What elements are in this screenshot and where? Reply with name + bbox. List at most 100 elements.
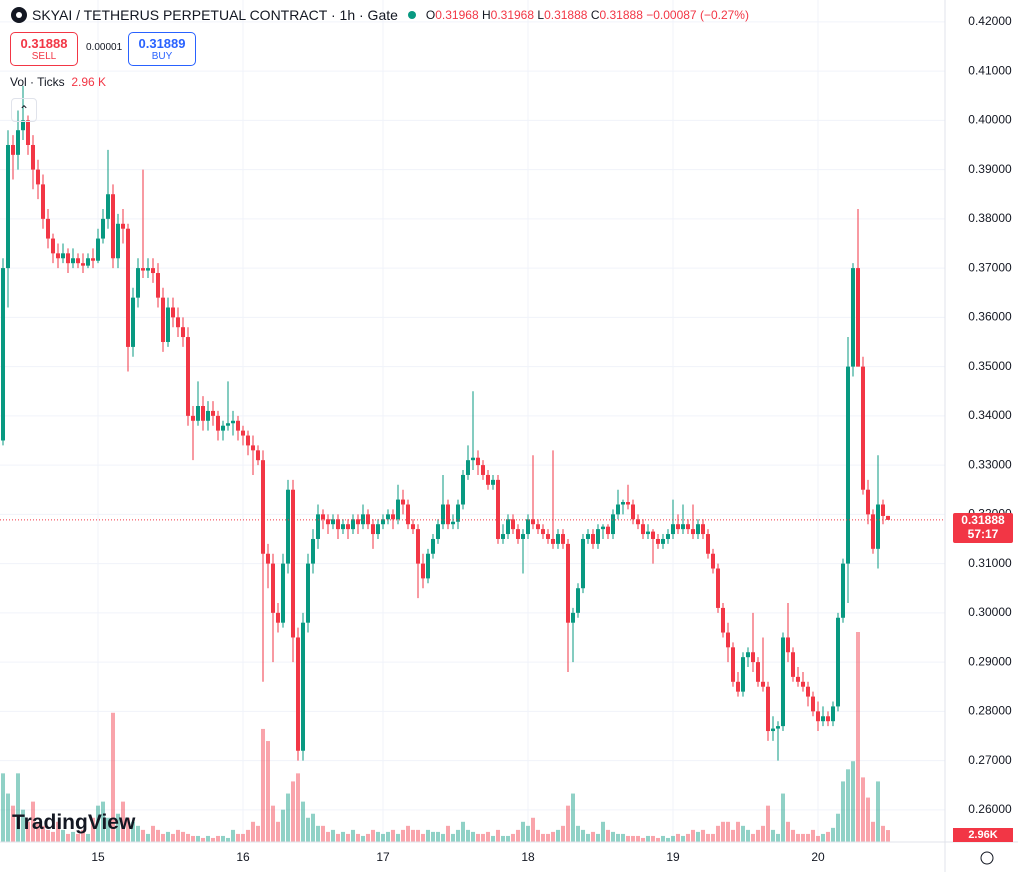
- volume-bar: [6, 793, 10, 842]
- candle-body: [26, 120, 30, 145]
- volume-bar: [91, 817, 95, 842]
- volume-bar: [521, 821, 525, 842]
- volume-bar: [466, 829, 470, 842]
- volume-bar: [401, 829, 405, 842]
- volume-bar: [886, 830, 890, 842]
- volume-bar: [861, 777, 865, 842]
- candle-body: [251, 445, 255, 451]
- collapse-button[interactable]: ⌃: [11, 98, 37, 122]
- volume-bar: [386, 831, 390, 842]
- candle-body: [6, 144, 10, 269]
- symbol: SKYAI / TETHERUS PERPETUAL CONTRACT · 1h…: [32, 7, 398, 23]
- x-tick-label: 19: [666, 850, 680, 864]
- candle-body: [181, 327, 185, 338]
- volume-bar: [366, 833, 370, 842]
- volume-bar: [136, 825, 140, 842]
- candle-body: [426, 553, 430, 579]
- volume-bar: [101, 801, 105, 842]
- volume-bar: [186, 833, 190, 842]
- candle-body: [306, 563, 310, 623]
- candle-body: [191, 415, 195, 421]
- candle-body: [571, 612, 575, 623]
- volume-bar: [451, 833, 455, 842]
- volume-bar: [866, 797, 870, 842]
- candle-body: [456, 504, 460, 522]
- volume-bar: [36, 821, 40, 842]
- volume-bar: [86, 833, 90, 842]
- volume-bar: [226, 837, 230, 842]
- candle-body: [486, 474, 490, 485]
- candle-body: [796, 676, 800, 682]
- volume-bar: [286, 793, 290, 842]
- candle-body: [726, 632, 730, 648]
- y-tick-label: 0.42000: [968, 14, 1012, 28]
- candle-body: [366, 514, 370, 525]
- candle-body: [341, 524, 345, 530]
- candle-body: [126, 228, 130, 347]
- candle-body: [146, 268, 150, 271]
- candle-body: [226, 423, 230, 426]
- y-tick-label: 0.27000: [968, 753, 1012, 767]
- candle-body: [336, 519, 340, 530]
- volume-bar: [566, 805, 570, 842]
- volume-bar: [281, 809, 285, 842]
- volume-bar: [646, 835, 650, 842]
- candle-body: [1, 268, 5, 441]
- high: 0.31968: [490, 8, 535, 22]
- candle-body: [281, 563, 285, 623]
- candle-body: [846, 366, 850, 564]
- buy-label: BUY: [151, 51, 173, 62]
- volume-bar: [326, 831, 330, 842]
- volume-bar: [116, 813, 120, 842]
- volume-bar: [96, 805, 100, 842]
- candle-body: [521, 534, 525, 539]
- volume-bar: [651, 835, 655, 842]
- candle-body: [396, 499, 400, 520]
- candle-body: [261, 460, 265, 554]
- y-tick-label: 0.33000: [968, 457, 1012, 471]
- volume-bar: [406, 825, 410, 842]
- volume-bar: [316, 825, 320, 842]
- volume-bar: [246, 829, 250, 842]
- candle-body: [61, 253, 65, 259]
- volume-bar: [11, 805, 15, 842]
- volume-bar: [276, 821, 280, 842]
- y-tick-label: 0.31000: [968, 556, 1012, 570]
- y-tick-label: 0.29000: [968, 654, 1012, 668]
- buy-button[interactable]: 0.31889 BUY: [128, 32, 196, 66]
- candle-body: [116, 223, 120, 259]
- volume-bar: [21, 809, 25, 842]
- volume-bar: [301, 801, 305, 842]
- volume-bar: [311, 813, 315, 842]
- volume-bar: [726, 821, 730, 842]
- candle-body: [66, 253, 70, 264]
- volume-bar: [546, 833, 550, 842]
- candle-body: [871, 514, 875, 549]
- candle-body: [291, 489, 295, 638]
- volume-bar: [766, 805, 770, 842]
- candle-body: [826, 716, 830, 722]
- candle-body: [736, 681, 740, 692]
- settings-icon[interactable]: [980, 851, 994, 865]
- volume-bar: [71, 831, 75, 842]
- candle-body: [46, 218, 50, 239]
- volume-bar: [266, 741, 270, 842]
- volume-bar: [421, 833, 425, 842]
- volume-bar: [661, 835, 665, 842]
- volume-bar: [681, 835, 685, 842]
- candle-body: [346, 524, 350, 530]
- volume-bar: [691, 829, 695, 842]
- volume-bar: [156, 829, 160, 842]
- candle-body: [351, 519, 355, 530]
- volume-bar: [756, 829, 760, 842]
- candle-body: [391, 514, 395, 520]
- y-tick-label: 0.41000: [968, 63, 1012, 77]
- volume-legend: Vol · Ticks 2.96 K: [10, 75, 106, 89]
- candle-body: [201, 406, 205, 421]
- candle-body: [166, 307, 170, 342]
- candle-body: [326, 519, 330, 525]
- candle-body: [621, 502, 625, 505]
- volume-bar: [331, 829, 335, 842]
- sell-button[interactable]: 0.31888 SELL: [10, 32, 78, 66]
- candle-body: [441, 504, 445, 525]
